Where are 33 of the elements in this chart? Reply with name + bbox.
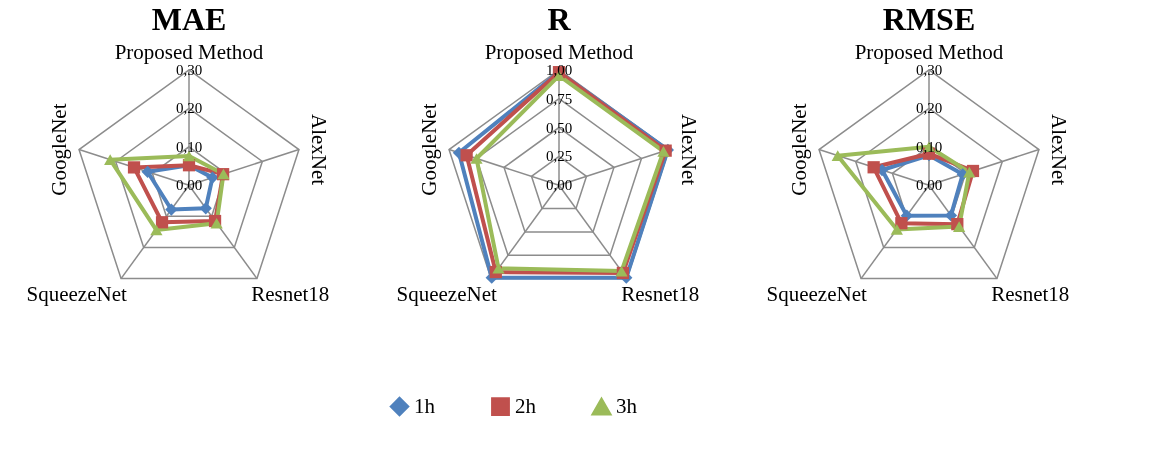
spoke-label: AlexNet xyxy=(306,114,331,186)
y-tick-label: 0,10 xyxy=(915,138,943,155)
chart-title: R xyxy=(547,1,572,37)
legend-label: 1h xyxy=(414,393,436,418)
spoke-label: GoogleNet xyxy=(417,103,442,196)
spoke-label: SqueezeNet xyxy=(396,282,497,307)
y-tick-label: 0,00 xyxy=(175,177,203,194)
spoke-label: SqueezeNet xyxy=(766,282,867,307)
legend-label: 3h xyxy=(616,394,638,419)
spoke-label: Resnet18 xyxy=(251,282,330,307)
spoke-label: Proposed Method xyxy=(114,39,264,64)
legend-label: 2h xyxy=(515,393,537,418)
spoke-label: GoogleNet xyxy=(787,103,812,196)
y-tick-label: 0,25 xyxy=(545,148,573,165)
y-tick-label: 0,30 xyxy=(175,61,203,78)
y-tick-label: 0,50 xyxy=(545,119,573,136)
chart-title: RMSE xyxy=(882,1,976,37)
spoke-label: AlexNet xyxy=(676,114,701,186)
spoke-label: AlexNet xyxy=(1046,114,1071,186)
y-tick-label: 0,10 xyxy=(175,138,203,155)
spoke-label: Proposed Method xyxy=(854,39,1004,64)
y-tick-label: 0,00 xyxy=(545,177,573,194)
spoke-label: Proposed Method xyxy=(484,39,634,64)
spoke-label: SqueezeNet xyxy=(26,282,127,307)
spoke-label: Resnet18 xyxy=(621,282,700,307)
y-tick-label: 0,00 xyxy=(915,177,943,194)
y-tick-label: 0,75 xyxy=(545,90,573,107)
chart-title: MAE xyxy=(151,1,227,37)
spoke-label: Resnet18 xyxy=(991,282,1070,307)
y-tick-label: 0,30 xyxy=(915,61,943,78)
spoke-label: GoogleNet xyxy=(47,103,72,196)
y-tick-label: 0,20 xyxy=(915,100,943,117)
y-tick-label: 0,20 xyxy=(175,100,203,117)
